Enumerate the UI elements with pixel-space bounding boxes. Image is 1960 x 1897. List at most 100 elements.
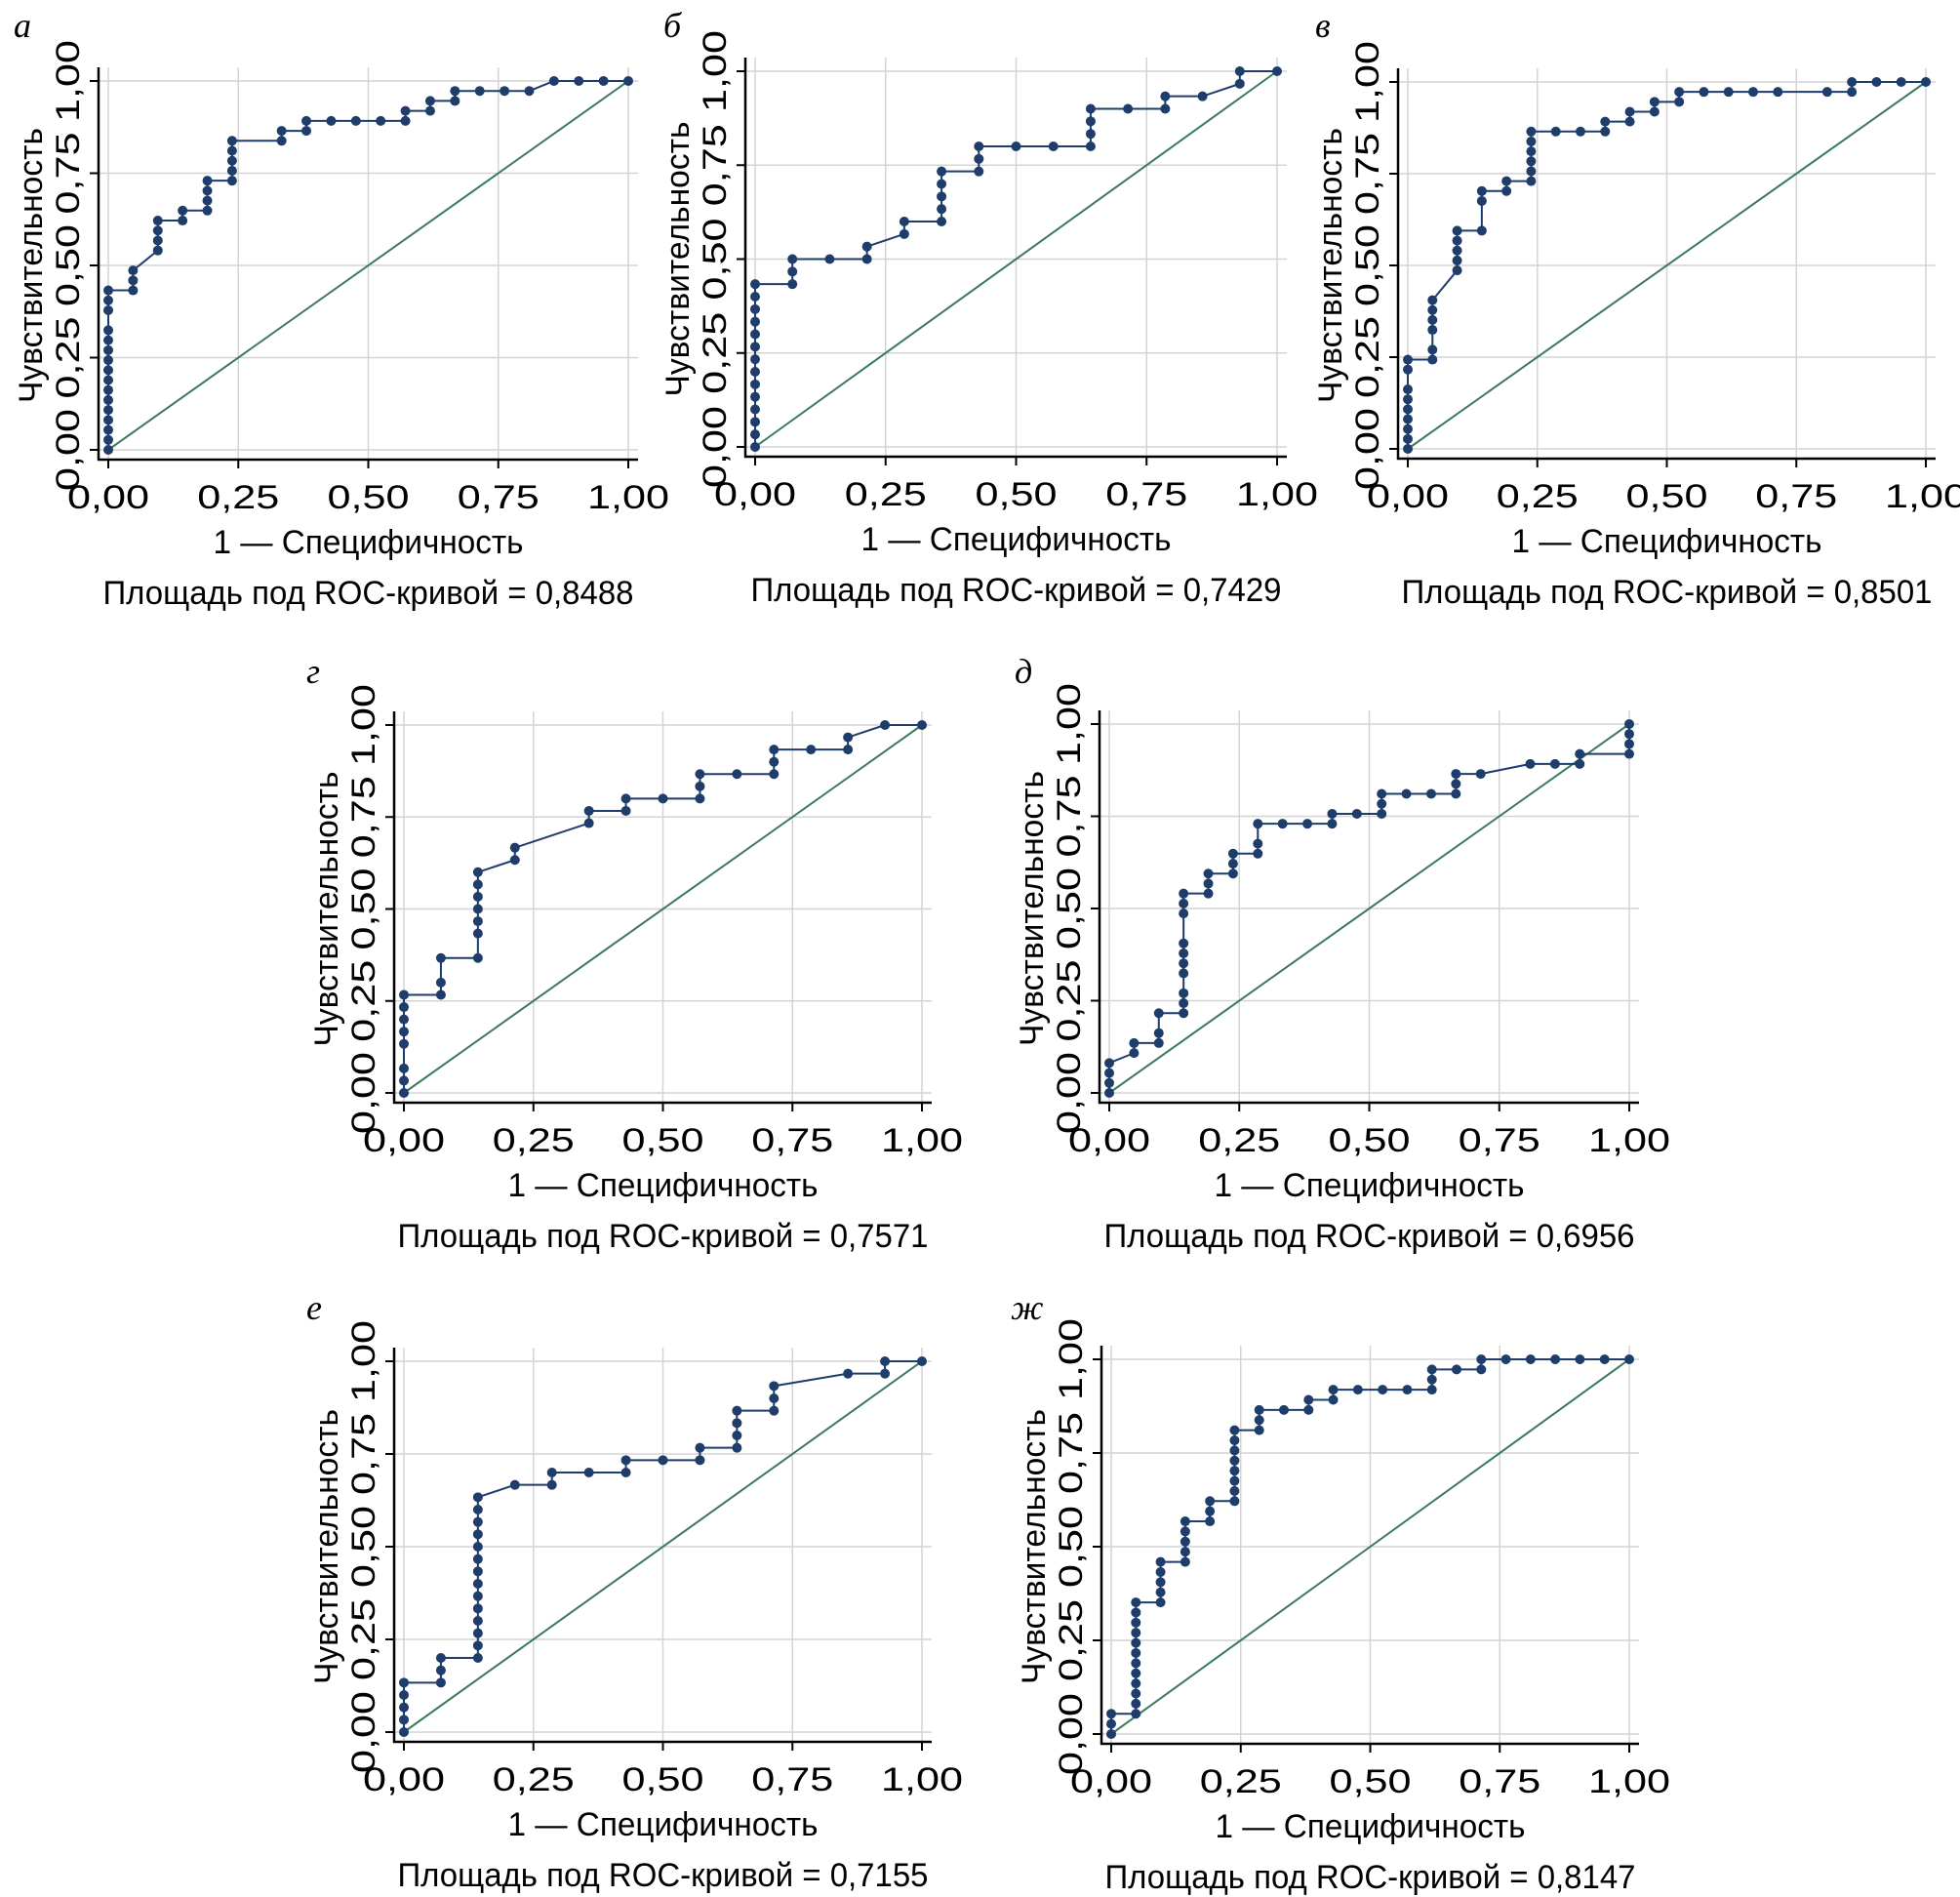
roc-point xyxy=(1131,1678,1141,1689)
roc-point xyxy=(276,136,287,146)
roc-point xyxy=(1179,968,1189,979)
roc-point xyxy=(1253,848,1263,859)
roc-point xyxy=(1153,1028,1164,1038)
x-tick-label: 0,25 xyxy=(493,1761,575,1798)
reference-diagonal-line xyxy=(1407,81,1927,450)
roc-point xyxy=(1526,146,1537,157)
roc-point xyxy=(1227,848,1238,859)
roc-point xyxy=(658,793,668,804)
roc-point xyxy=(1085,103,1096,114)
roc-point xyxy=(1155,1587,1166,1597)
roc-point xyxy=(1253,838,1263,849)
roc-point xyxy=(1351,808,1362,819)
y-tick-label: 0,00 xyxy=(1349,408,1386,490)
y-tick-label: 0,50 xyxy=(1051,868,1088,949)
x-tick-label: 0,50 xyxy=(1330,1763,1412,1800)
roc-point xyxy=(1401,788,1412,799)
roc-point xyxy=(1427,314,1438,325)
roc-point xyxy=(1403,414,1413,424)
roc-point xyxy=(583,805,594,816)
roc-point xyxy=(843,745,854,755)
roc-point xyxy=(1773,87,1783,98)
roc-point xyxy=(546,1468,557,1477)
roc-point xyxy=(574,76,584,86)
roc-point xyxy=(472,1542,483,1552)
roc-point xyxy=(1426,1374,1437,1385)
roc-point xyxy=(1377,788,1387,799)
roc-point xyxy=(620,1455,631,1466)
y-tick-label: 0,00 xyxy=(697,406,734,488)
roc-point xyxy=(1452,235,1462,246)
reference-diagonal-line xyxy=(403,724,923,1094)
roc-point xyxy=(1254,1404,1264,1415)
roc-point xyxy=(1106,1709,1116,1719)
roc-panel-4: г 0,00 0,25 0,50 0,75 1,00 0,00 0,25 0,50 0,75 1,0… xyxy=(306,652,963,1255)
roc-point xyxy=(450,96,460,106)
roc-point xyxy=(226,145,237,156)
y-axis-title: Чувствительность xyxy=(308,772,345,1047)
roc-point xyxy=(769,745,780,755)
roc-point xyxy=(937,217,947,226)
roc-point xyxy=(750,391,760,402)
roc-point xyxy=(548,76,559,86)
roc-point xyxy=(1427,325,1438,336)
roc-point xyxy=(1427,295,1438,305)
roc-point xyxy=(472,904,483,914)
roc-point xyxy=(472,1616,483,1626)
roc-point xyxy=(152,225,163,236)
roc-point xyxy=(750,417,760,427)
roc-point xyxy=(1180,1516,1190,1527)
x-tick-label: 1,00 xyxy=(1236,476,1318,513)
roc-point xyxy=(435,989,446,1000)
x-tick-label: 0,75 xyxy=(458,479,540,516)
roc-point xyxy=(1229,1496,1240,1507)
y-tick-label: 0,00 xyxy=(50,409,87,491)
roc-point xyxy=(399,1727,409,1737)
panel-letter: в xyxy=(1315,6,1331,45)
roc-point xyxy=(974,141,984,151)
roc-point xyxy=(1179,988,1189,998)
x-tick-label: 0,00 xyxy=(67,479,149,516)
roc-point xyxy=(769,1393,780,1403)
roc-point xyxy=(472,1591,483,1601)
roc-panel-5: д 0,00 0,25 0,50 0,75 1,00 0,00 0,25 0,50 0,75 1,0… xyxy=(1014,652,1670,1255)
x-tick-label: 0,75 xyxy=(751,1122,833,1159)
roc-point xyxy=(399,1677,409,1688)
roc-point xyxy=(1525,758,1536,769)
roc-point xyxy=(750,303,760,314)
roc-point xyxy=(1451,788,1461,799)
roc-point xyxy=(1452,245,1462,256)
roc-point xyxy=(103,325,113,336)
roc-point xyxy=(1272,66,1282,76)
roc-point xyxy=(1576,126,1585,137)
y-tick-label: 0,00 xyxy=(1051,1052,1088,1134)
roc-point xyxy=(350,115,361,126)
roc-point xyxy=(1229,1445,1240,1456)
roc-point xyxy=(1451,779,1461,789)
roc-point xyxy=(1526,166,1537,177)
roc-point xyxy=(1550,126,1561,137)
roc-point xyxy=(1526,126,1537,137)
roc-point xyxy=(1500,1354,1511,1364)
y-tick-label: 0,75 xyxy=(1051,776,1088,858)
roc-point xyxy=(103,344,113,355)
roc-point xyxy=(399,1690,409,1700)
roc-point xyxy=(1106,1729,1116,1739)
x-tick-label: 0,50 xyxy=(976,476,1058,513)
roc-point xyxy=(1427,354,1438,365)
auc-label: Площадь под ROC-кривой = 0,8488 xyxy=(103,575,634,612)
roc-point xyxy=(1234,78,1245,89)
roc-point xyxy=(1131,1709,1141,1719)
roc-point xyxy=(472,952,483,963)
roc-point xyxy=(450,86,460,97)
roc-point xyxy=(103,365,113,376)
roc-point xyxy=(1203,888,1214,899)
y-tick-label: 0,50 xyxy=(345,868,382,950)
roc-point xyxy=(1104,1077,1114,1088)
roc-point xyxy=(1403,384,1413,395)
roc-point xyxy=(1403,444,1413,454)
roc-point xyxy=(1403,394,1413,405)
x-tick-label: 0,50 xyxy=(622,1122,704,1159)
roc-point xyxy=(1624,106,1635,117)
roc-point xyxy=(472,1640,483,1651)
